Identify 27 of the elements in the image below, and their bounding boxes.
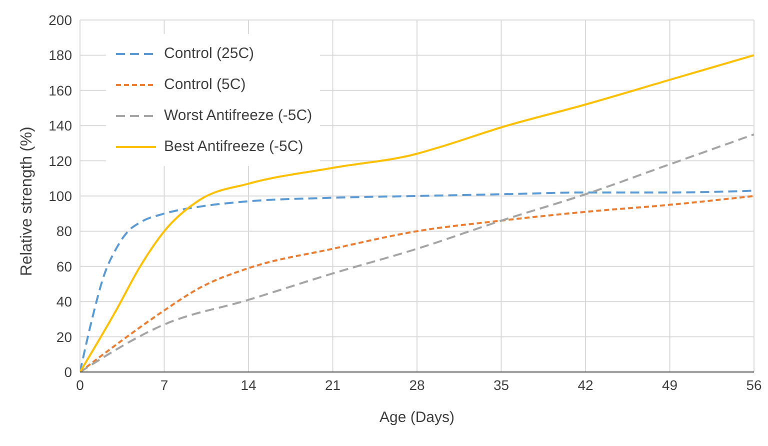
y-tick-label: 0: [64, 364, 72, 380]
x-tick-label: 14: [240, 376, 256, 393]
legend-label: Control (25C): [164, 45, 254, 62]
line-series: [80, 133, 754, 372]
legend-label: Worst Antifreeze (-5C): [164, 107, 312, 124]
y-tick-label: 200: [48, 12, 72, 28]
x-tick-label: 35: [493, 376, 510, 393]
y-tick-label: 120: [48, 152, 72, 169]
x-tick-label: 42: [578, 376, 594, 393]
legend-label: Control (5C): [164, 76, 246, 93]
x-tick-label: 21: [324, 376, 341, 393]
x-tick-label: 56: [746, 376, 762, 393]
y-tick-label: 20: [56, 328, 72, 345]
y-tick-label: 60: [56, 258, 72, 274]
x-tick-label: 0: [76, 376, 84, 393]
x-tick-label: 49: [662, 376, 678, 393]
y-axis-title: Relative strength (%): [18, 126, 36, 276]
y-tick-label: 180: [48, 47, 72, 64]
y-tick-label: 140: [48, 118, 72, 134]
x-tick-label: 28: [409, 376, 425, 393]
y-tick-label: 40: [56, 294, 72, 310]
x-axis-title: Age (Days): [379, 409, 455, 426]
x-tick-label: 7: [160, 376, 168, 393]
y-tick-label: 100: [48, 188, 72, 204]
y-tick-label: 80: [56, 223, 72, 240]
y-tick-label: 160: [48, 82, 72, 98]
legend-label: Best Antifreeze (-5C): [164, 138, 304, 155]
